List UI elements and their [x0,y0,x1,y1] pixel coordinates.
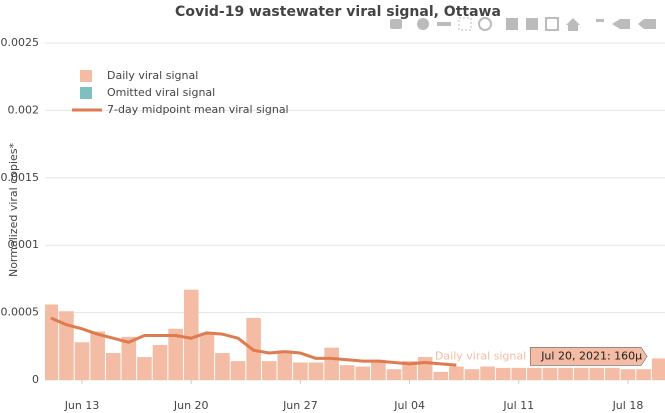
bar [355,366,371,380]
bar [199,334,215,380]
y-tick-label: 0.0005 [1,306,40,319]
y-tick-label: 0 [32,373,39,386]
bar [527,367,542,380]
x-tick-label: Jun 13 [64,399,100,412]
bar [542,367,558,380]
bar [121,336,137,380]
bar [558,367,573,380]
bar [620,369,636,380]
y-tick-label: 0.0025 [1,36,40,49]
bar [261,361,277,380]
zoom-in-icon[interactable] [506,18,518,30]
select-icon[interactable] [458,17,472,31]
legend-label: Omitted viral signal [107,86,215,99]
bar [417,357,433,380]
x-tick-label: Jul 04 [393,399,425,412]
legend-swatch [80,70,92,82]
y-tick-label: 0.0015 [1,171,40,184]
bar [651,358,665,380]
bar [74,342,90,380]
bar [371,359,386,380]
pan-icon[interactable] [437,22,451,26]
chart-title: Covid-19 wastewater viral signal, Ottawa [175,4,501,20]
plot-area [45,289,665,380]
bar [90,331,105,380]
x-tick-label: Jun 20 [173,399,209,412]
bar [215,353,230,380]
zoom-icon[interactable] [417,18,429,30]
bar [324,347,339,380]
home-icon[interactable] [566,18,580,31]
bar [45,304,59,380]
bar [449,366,464,380]
bar [105,353,121,380]
y-tick-label: 0.001 [8,238,40,251]
bar [183,289,199,380]
bar [573,367,589,380]
bar [230,361,246,380]
bar [386,369,402,380]
modebar[interactable] [390,17,656,31]
bar [511,367,527,380]
legend-label: Daily viral signal [107,69,198,82]
bar [152,344,168,380]
bar [293,362,308,380]
hover-label: Jul 20, 2021: 160µ [529,347,648,366]
bar [402,361,417,380]
bar [464,369,480,380]
y-tick-label: 0.002 [8,103,40,116]
bar [168,328,183,380]
autoscale-icon[interactable] [545,17,559,31]
zoom-out-icon[interactable] [526,18,538,30]
hover-series-label: Daily viral signal [435,349,526,362]
camera-icon[interactable] [390,19,402,29]
legend-label: 7-day midpoint mean viral signal [107,103,289,116]
bar [605,367,620,380]
bar [339,365,355,380]
bar [59,311,74,380]
x-tick-label: Jul 18 [612,399,644,412]
bar [480,366,495,380]
y-axis-label: Normalized viral copies* [7,142,20,277]
legend-swatch [80,87,92,99]
spike-icon[interactable] [596,19,604,22]
bar [308,362,324,380]
lasso-icon[interactable] [478,17,492,31]
line [50,316,457,367]
hover-text: Jul 20, 2021: 160µ [540,349,642,362]
hover-box [529,347,648,366]
hover-compare-icon[interactable] [638,19,656,29]
bar [636,369,651,380]
x-tick-label: Jun 27 [282,399,318,412]
bar [137,357,152,380]
bar [589,367,605,380]
bar [277,350,293,380]
bar [495,367,511,380]
hover-closest-icon[interactable] [612,19,630,29]
x-tick-label: Jul 11 [502,399,534,412]
bar [433,371,449,380]
